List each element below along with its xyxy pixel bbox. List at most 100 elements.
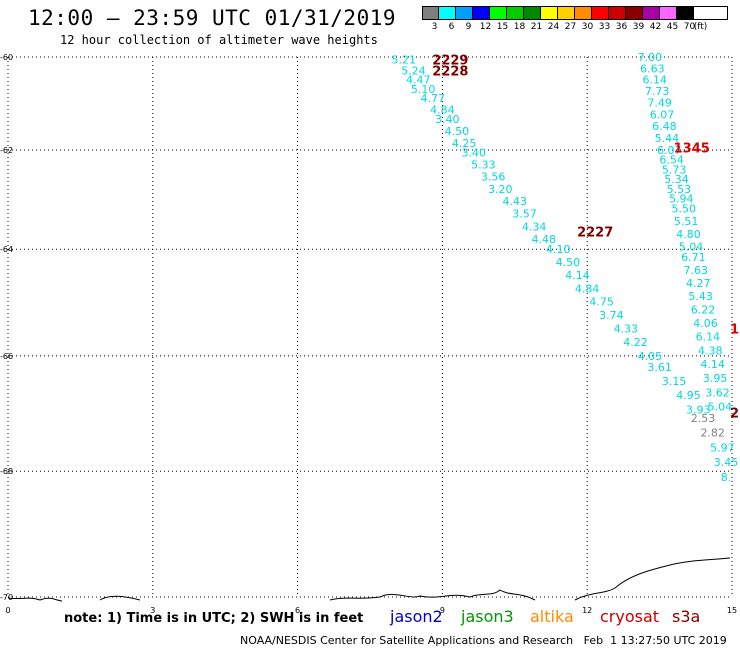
map-axes: 0 3 6 9 12 15 -60 -62 -64 -66 -68 -70 [0,53,737,615]
satellite-legend-altika: altika [530,607,574,626]
satellite-legend-jason2: jason2 [390,607,443,626]
wave-height-value: 4.95 [676,389,701,402]
wave-height-value: 4.47 [406,74,431,87]
colorbar-swatch [609,6,626,20]
lon-tick-label: 9 [440,606,445,615]
wave-height-value: 6.71 [681,251,706,264]
wave-height-value: 6.07 [650,108,675,121]
wave-height-value: 2.82 [700,427,725,440]
wave-height-value: 5.97 [710,441,735,454]
lat-tick-label: -64 [0,245,13,254]
lat-tick-label: -62 [0,146,13,155]
colorbar-unit: (ft) [693,22,708,32]
colorbar-swatch [677,6,694,20]
track-id-label: 22 [730,406,740,421]
colorbar-swatch [439,6,456,20]
wave-height-value: 4.43 [503,195,528,208]
wave-height-value: 5.94 [669,193,694,206]
wave-height-value: 3.45 [714,456,739,469]
colorbar-tick-label: 15 [496,22,509,32]
footer-note: note: 1) Time is in UTC; 2) SWH is in fe… [64,611,364,626]
colorbar-swatch [592,6,609,20]
colorbar-tick-label: 42 [649,22,662,32]
wave-height-value: 7.00 [638,51,663,64]
wave-height-value: 4.48 [532,233,557,246]
colorbar-tick-label: 30 [581,22,594,32]
colorbar-swatch [541,6,558,20]
colorbar-swatch [643,6,660,20]
colorbar-swatch [626,6,643,20]
track-id-label: 13 [730,322,740,337]
wave-height-value: 5.10 [411,83,436,96]
wave-height-value: 8. [721,471,732,484]
colorbar-tick-label: 21 [530,22,543,32]
colorbar-swatch [422,6,439,20]
colorbar-tick-label: 9 [465,22,472,32]
lat-tick-label: -68 [0,467,13,476]
wave-height-value: 7.63 [684,264,709,277]
wave-height-value: 3.93 [686,403,711,416]
wave-height-value: 3.40 [462,146,487,159]
wave-height-value: 4.27 [686,277,711,290]
colorbar-tick-label: 12 [479,22,492,32]
lon-tick-label: 6 [295,606,300,615]
wave-height-value: 6.14 [696,331,721,344]
wave-height-value: 5.04 [679,241,704,254]
wave-height-value: 6.14 [643,74,668,87]
wave-height-value: 4.84 [430,104,455,117]
coastline [7,557,731,602]
colorbar-tick-label: 70 [683,22,696,32]
colorbar-tick-label: 33 [598,22,611,32]
wave-height-value: 6.63 [640,62,665,75]
track-id-label: 2229 [432,53,468,68]
colorbar-swatch [524,6,541,20]
wave-height-value: 4.22 [623,336,648,349]
colorbar-tick-label: 39 [632,22,645,32]
colorbar-tick-label: 18 [513,22,526,32]
wave-height-value: 3.62 [705,386,730,399]
colorbar-swatch [660,6,677,20]
wave-height-value: 5.34 [664,173,689,186]
lat-tick-label: -70 [0,593,13,602]
wave-height-value: 5.21 [392,53,417,66]
track-id-label: 2227 [577,225,613,240]
wave-height-value: 3.20 [488,183,513,196]
wave-height-value: 4.25 [452,137,477,150]
lat-tick-label: -60 [0,53,13,62]
satellite-legend-s3a: s3a [672,607,701,626]
antarctic-coastline [7,557,731,602]
wave-height-value: 3.74 [599,309,624,322]
wave-height-value: 6.22 [691,304,716,317]
wave-height-value: 3.95 [703,372,728,385]
lon-tick-label: 15 [727,606,737,615]
wave-height-value: 4.14 [565,269,590,282]
colorbar-tick-label: 27 [564,22,577,32]
wave-height-value: 4.80 [676,228,701,241]
wave-height-value: 4.75 [589,296,614,309]
wave-height-value: 3.57 [512,208,537,221]
wave-height-value: 6.48 [652,120,677,133]
lat-tick-label: -66 [0,352,13,361]
wave-height-value: 4.14 [700,358,725,371]
wave-height-value: 5.51 [674,215,699,228]
colorbar-tick-label: 45 [666,22,679,32]
wave-height-value: 5.04 [708,401,733,414]
wave-height-value: 5.24 [401,65,426,78]
track-id-label: 1345 [674,142,710,157]
wave-height-value: 4.33 [614,322,639,335]
satellite-legend-jason3: jason3 [461,607,514,626]
wave-height-value: 5.43 [688,290,713,303]
wave-height-colorbar [422,6,694,20]
wave-height-value: 4.05 [638,350,663,363]
colorbar-swatch [575,6,592,20]
wave-height-value: 3.15 [662,375,687,388]
wave-height-value: 2.53 [691,412,716,425]
track-values-layer: 5.215.244.475.104.774.843.404.504.253.40… [392,51,739,484]
map-subtitle: 12 hour collection of altimeter wave hei… [60,33,378,47]
colorbar-tick-label: 24 [547,22,560,32]
map-title: 12:00 — 23:59 UTC 01/31/2019 [28,6,397,30]
wave-height-value: 6.54 [659,154,684,167]
wave-height-value: 4.10 [546,243,571,256]
wave-height-value: 4.84 [575,282,600,295]
